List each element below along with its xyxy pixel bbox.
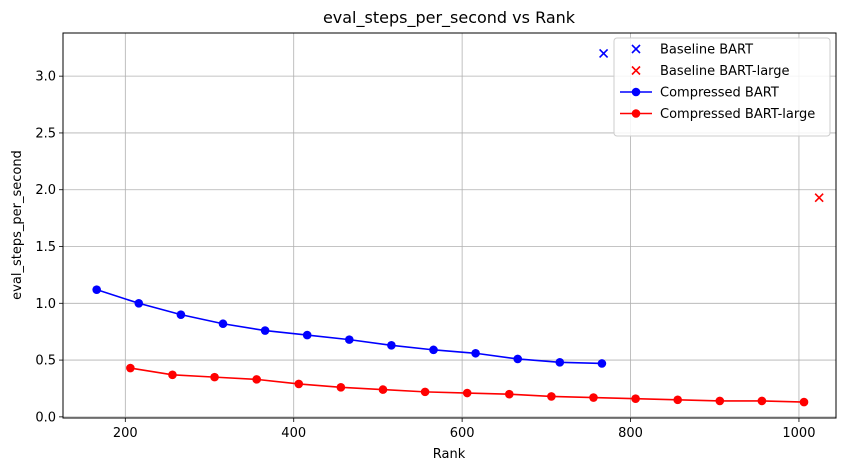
series-baseline-bart-large bbox=[814, 193, 824, 203]
data-point bbox=[715, 396, 725, 406]
data-point bbox=[631, 394, 640, 403]
legend-label: Compressed BART-large bbox=[660, 107, 815, 122]
data-point bbox=[92, 285, 101, 294]
data-point bbox=[547, 392, 556, 401]
data-point bbox=[176, 310, 186, 319]
x-tick-label: 600 bbox=[450, 426, 475, 441]
data-point bbox=[302, 330, 312, 340]
x-tick-label: 1000 bbox=[782, 426, 815, 441]
y-tick-label: 2.0 bbox=[35, 183, 56, 198]
y-tick-label: 3.0 bbox=[35, 70, 56, 85]
legend-item: Compressed BART-large bbox=[620, 107, 815, 122]
legend-box bbox=[613, 37, 831, 137]
legend-marker bbox=[631, 44, 641, 54]
data-point bbox=[344, 335, 354, 344]
y-tick-label: 0.0 bbox=[35, 410, 56, 425]
legend: Baseline BART Baseline BART-large Compress… bbox=[613, 37, 831, 137]
data-point bbox=[673, 395, 682, 405]
data-point bbox=[513, 354, 523, 364]
series-baseline-bart bbox=[599, 48, 609, 59]
x-tick-label: 400 bbox=[281, 426, 306, 441]
y-tick-label: 0.5 bbox=[35, 354, 56, 369]
legend-item: Baseline BART-large bbox=[631, 64, 790, 79]
x-tick-label: 200 bbox=[113, 426, 138, 441]
legend-marker bbox=[631, 65, 641, 76]
legend-item: Compressed BART bbox=[620, 86, 779, 101]
x-tick-label: 800 bbox=[618, 426, 643, 441]
data-point bbox=[471, 348, 480, 358]
data-point bbox=[387, 341, 396, 350]
data-point bbox=[126, 363, 135, 373]
legend-label: Compressed BART bbox=[660, 86, 779, 101]
axis-ticks: 200 400 600 800 1000 0.0 0.5 1.0 1.5 2.0 2.5 3.0 bbox=[35, 70, 815, 441]
y-axis-title: eval_steps_per_second bbox=[10, 150, 25, 300]
data-point bbox=[336, 383, 346, 392]
plot-series bbox=[92, 48, 824, 407]
data-point bbox=[462, 388, 472, 398]
data-point bbox=[597, 359, 607, 368]
legend-label: Baseline BART bbox=[660, 43, 753, 58]
data-point bbox=[504, 389, 514, 399]
legend-item: Baseline BART bbox=[631, 43, 753, 58]
data-point bbox=[218, 319, 228, 329]
data-point bbox=[378, 385, 388, 394]
chart-title: eval_steps_per_second vs Rank bbox=[323, 8, 576, 28]
series-compressed-bart bbox=[92, 285, 607, 368]
data-point bbox=[799, 397, 809, 407]
data-point bbox=[599, 48, 609, 59]
data-point bbox=[210, 372, 219, 382]
y-tick-label: 2.5 bbox=[35, 126, 56, 141]
legend-label: Baseline BART-large bbox=[660, 64, 790, 79]
data-point bbox=[252, 375, 261, 384]
data-point bbox=[134, 298, 144, 308]
data-point bbox=[429, 345, 438, 355]
y-tick-label: 1.0 bbox=[35, 297, 56, 312]
data-point bbox=[814, 193, 824, 203]
data-point bbox=[420, 387, 430, 397]
series-compressed-bart-large bbox=[126, 363, 809, 407]
legend-marker bbox=[631, 109, 641, 118]
data-point bbox=[260, 326, 270, 335]
x-axis-title: Rank bbox=[433, 447, 466, 462]
legend-marker bbox=[631, 87, 641, 97]
y-tick-label: 1.5 bbox=[35, 240, 56, 255]
data-point bbox=[168, 370, 177, 380]
data-point bbox=[294, 379, 304, 389]
plot-frame bbox=[62, 32, 837, 419]
data-point bbox=[555, 358, 565, 367]
data-point bbox=[757, 396, 767, 406]
data-point bbox=[589, 393, 598, 402]
